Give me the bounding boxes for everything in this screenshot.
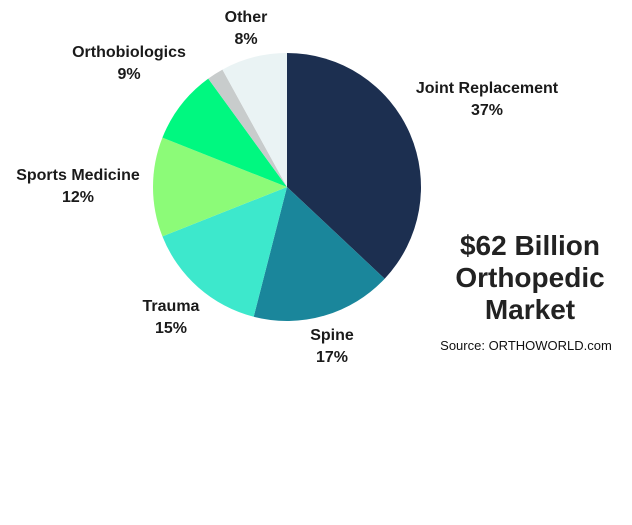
chart-title: $62 Billion Orthopedic Market — [455, 230, 605, 325]
chart-source: Source: ORTHOWORLD.com — [440, 338, 612, 353]
slice-label: Spine — [310, 327, 354, 344]
pie-slice — [162, 78, 287, 187]
slice-value-label: 15% — [155, 320, 187, 337]
pie-slice — [287, 53, 421, 279]
slice-label: Trauma — [143, 298, 200, 315]
slice-value-label: 9% — [117, 66, 140, 83]
slice-value-label: 12% — [62, 189, 94, 206]
pie-slice — [153, 137, 287, 237]
pie-slice — [162, 187, 287, 317]
pie-slice — [253, 187, 385, 321]
slice-value-label: 37% — [471, 102, 503, 119]
slice-label: Orthobiologics — [72, 44, 186, 61]
pie-slice — [208, 69, 287, 187]
slice-label: Sports Medicine — [16, 167, 140, 184]
slice-label: Joint Replacement — [416, 80, 559, 97]
slice-value-label: 8% — [234, 31, 257, 48]
slice-label: Other — [225, 9, 268, 26]
slice-value-label: 17% — [316, 349, 348, 366]
pie-slice — [222, 53, 287, 187]
